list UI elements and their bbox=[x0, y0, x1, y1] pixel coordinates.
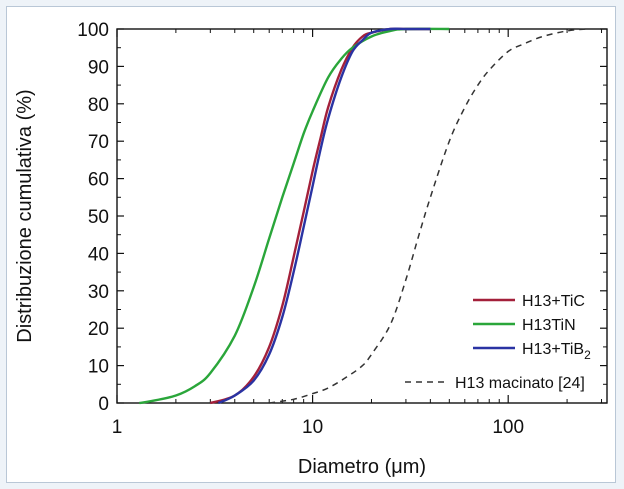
y-tick-label: 20 bbox=[88, 319, 109, 340]
y-tick-label: 80 bbox=[88, 95, 109, 116]
series-line-0 bbox=[209, 27, 431, 405]
legend-label-3: H13 macinato [24] bbox=[455, 375, 585, 392]
y-tick-label: 30 bbox=[88, 282, 109, 303]
legend-label-0: H13+TiC bbox=[522, 293, 585, 310]
y-tick-label: 70 bbox=[88, 132, 109, 153]
y-tick-label: 100 bbox=[77, 20, 109, 41]
series-line-1 bbox=[139, 27, 450, 405]
legend-label-2: H13+TiB2 bbox=[522, 341, 591, 362]
x-tick-label: 10 bbox=[302, 417, 323, 438]
series-line-3 bbox=[269, 28, 587, 404]
chart-frame: 0 10 20 30 40 50 60 70 80 90 100 1 10 100 Diametro (μ… bbox=[6, 6, 616, 483]
legend-label-subscript: 2 bbox=[584, 348, 591, 362]
y-tick-label: 90 bbox=[88, 57, 109, 78]
series-lines bbox=[139, 27, 587, 405]
legend-label-1: H13TiN bbox=[522, 317, 576, 334]
y-tick-label: 0 bbox=[98, 394, 109, 415]
legend-label-main: H13+TiB bbox=[522, 341, 584, 358]
y-axis-label: Distribuzione cumulativa (%) bbox=[14, 89, 36, 342]
axis-ticks bbox=[116, 28, 607, 404]
y-tick-label: 50 bbox=[88, 207, 109, 228]
series-line-2 bbox=[217, 27, 431, 405]
legend: H13+TiC H13TiN H13+TiB2 H13 macinato [24] bbox=[405, 293, 591, 392]
y-tick-label: 60 bbox=[88, 170, 109, 191]
y-tick-label: 10 bbox=[88, 357, 109, 378]
x-tick-label: 1 bbox=[112, 417, 123, 438]
x-tick-label: 100 bbox=[492, 417, 524, 438]
x-axis-label: Diametro (μm) bbox=[298, 456, 426, 478]
y-tick-label: 40 bbox=[88, 244, 109, 265]
